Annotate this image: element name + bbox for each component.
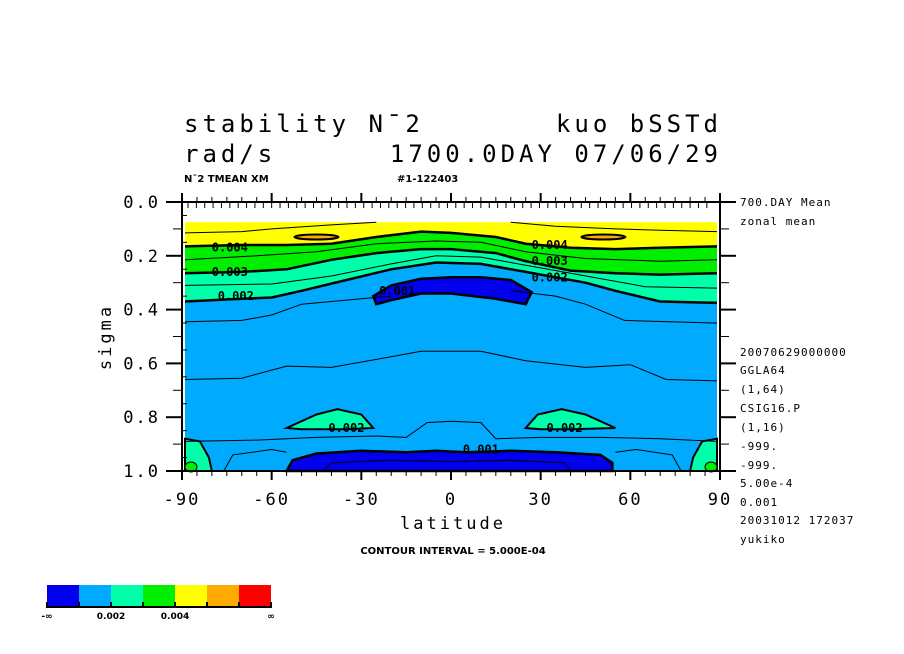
- y-tick-label: 0.2: [123, 247, 160, 267]
- colorbar-swatch: [207, 585, 239, 606]
- contour-line-major: [184, 261, 718, 305]
- colorbar-swatch: [143, 585, 175, 606]
- colorbar-swatch: [79, 585, 111, 606]
- contour-label: 0.003: [212, 265, 248, 279]
- y-tick-label: 0.6: [123, 354, 160, 374]
- side-info-line: 5.00e-4: [740, 477, 793, 490]
- side-info-line: -999.: [740, 459, 778, 472]
- contour-line-minor: [223, 448, 287, 472]
- y-tick-label: 0.4: [123, 301, 160, 321]
- contour-line-major: [184, 247, 718, 276]
- axes: [166, 193, 736, 480]
- contour-label: 0.002: [328, 421, 364, 435]
- contour-label: 0.001: [379, 284, 415, 298]
- contour-line-minor: [184, 295, 392, 323]
- x-tick-label: 90: [708, 490, 732, 510]
- colorbar-label: -∞: [41, 612, 52, 622]
- y-axis-label: sigma: [96, 304, 116, 370]
- x-tick-label: -60: [253, 490, 290, 510]
- side-info-line: 20070629000000: [740, 346, 847, 359]
- contour-lines: [184, 221, 718, 472]
- colorbar-label: 0.002: [97, 612, 125, 622]
- contour-line-minor: [510, 290, 718, 324]
- x-tick-label: -90: [164, 490, 201, 510]
- colorbar-swatch: [111, 585, 143, 606]
- side-info-line: CSIG16.P: [740, 402, 801, 415]
- y-tick-label: 0.0: [123, 193, 160, 213]
- x-tick-label: -30: [343, 490, 380, 510]
- colorbar: -∞ 0.002 0.004 ∞: [41, 585, 275, 622]
- colorbar-label: 0.004: [161, 612, 189, 622]
- side-info-line: zonal mean: [740, 215, 816, 228]
- title-right-line2: 1700.0DAY 07/06/29: [390, 140, 722, 168]
- contour-line-minor: [322, 459, 572, 472]
- contour-line-minor: [184, 221, 377, 234]
- title-left-line2: rad/s: [184, 140, 276, 168]
- contour-label: 0.003: [532, 254, 568, 268]
- y-tick-label: 1.0: [123, 462, 160, 482]
- contour-label: 0.004: [212, 241, 248, 255]
- contour-interval-note: CONTOUR INTERVAL = 5.000E-04: [360, 546, 545, 557]
- contour-label: 0.001: [463, 442, 499, 456]
- fill-region-orange: [580, 233, 627, 241]
- fill-region-aqua-lower: [523, 408, 616, 431]
- fill-region-darkblue-lower: [284, 449, 614, 473]
- y-tick-labels: 0.0 0.2 0.4 0.6 0.8 1.0: [123, 193, 160, 482]
- contour-label: 0.002: [218, 289, 254, 303]
- title-left-line1: stability N¯2: [184, 110, 424, 138]
- x-tick-label: 30: [528, 490, 552, 510]
- colorbar-swatch: [175, 585, 207, 606]
- contour-line-minor: [184, 350, 718, 382]
- side-info-line: -999.: [740, 440, 778, 453]
- contour-line-minor: [184, 420, 718, 442]
- side-info-line: 700.DAY Mean: [740, 196, 831, 209]
- side-info: 700.DAY Mean zonal mean 20070629000000 GGLA…: [740, 196, 854, 546]
- contour-label: 0.004: [532, 238, 568, 252]
- contour-fills: [184, 222, 718, 473]
- x-tick-label: 60: [618, 490, 642, 510]
- colorbar-swatch: [239, 585, 271, 606]
- fill-region-aqua-lower: [282, 408, 376, 431]
- y-tick-label: 0.8: [123, 408, 160, 428]
- x-tick-label: 0: [445, 490, 457, 510]
- contour-line-minor: [184, 255, 718, 289]
- side-info-line: GGLA64: [740, 364, 786, 377]
- fill-region-darkblue-upper: [371, 276, 534, 306]
- side-info-line: yukiko: [740, 533, 786, 546]
- x-axis-label: latitude: [400, 514, 506, 534]
- colorbar-label: ∞: [267, 612, 275, 622]
- colorbar-swatch: [47, 585, 79, 606]
- side-info-line: (1,16): [740, 421, 786, 434]
- contour-labels: 0.004 0.003 0.002 0.001 0.004 0.003 0.002 0.002…: [212, 238, 583, 456]
- contour-line-minor: [615, 448, 682, 472]
- title-right-line1: kuo bSSTd: [556, 110, 722, 138]
- contour-label: 0.002: [547, 421, 583, 435]
- contour-label: 0.002: [532, 270, 568, 284]
- side-info-line: 0.001: [740, 496, 778, 509]
- fill-region-orange: [293, 233, 340, 241]
- subtitle-right: #1-122403: [397, 174, 458, 185]
- side-info-line: 20031012 172037: [740, 514, 854, 527]
- side-info-line: (1,64): [740, 383, 786, 396]
- contour-line-minor: [184, 240, 718, 262]
- contour-line-major: [184, 230, 718, 251]
- x-tick-labels: -90 -60 -30 0 30 60 90: [164, 490, 732, 510]
- contour-line-minor: [510, 221, 718, 233]
- subtitle-left: N¯2 TMEAN XM: [184, 174, 269, 185]
